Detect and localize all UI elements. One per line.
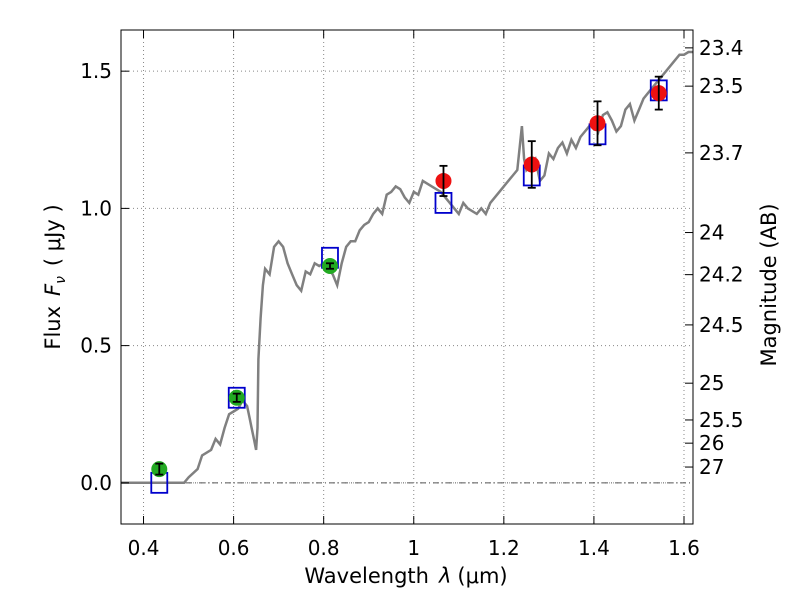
spectrum-layer (121, 50, 693, 485)
x-tick-label: 1 (407, 536, 420, 560)
x-tick-label: 0.4 (128, 536, 160, 560)
magnitude-axis-label: Magnitude (AB) (757, 203, 781, 366)
plot-frame (120, 29, 694, 525)
template-spectrum-line (121, 50, 693, 485)
x-tick-label: 1.6 (668, 536, 700, 560)
y-tick-label: 0.0 (80, 471, 112, 495)
magnitude-tick-label: 24.5 (699, 313, 744, 337)
y-axis-label-sub: ν (53, 276, 69, 284)
x-tick-label: 0.8 (308, 536, 340, 560)
x-tick-label: 0.6 (218, 536, 250, 560)
y-axis-label: Flux Fν ( μJy ) (41, 204, 69, 349)
x-axis-label: Wavelength λ (μm) (304, 564, 507, 588)
x-tick-label: 1.4 (578, 536, 610, 560)
magnitude-tick-label: 23.5 (699, 74, 744, 98)
grid-lines (121, 30, 693, 524)
magnitude-tick-label: 23.4 (699, 36, 744, 60)
magnitude-tick-label: 25 (699, 371, 724, 395)
magnitude-tick-label: 26 (699, 431, 724, 455)
x-axis-label-text: Wavelength (304, 564, 429, 588)
x-axis-label-unit: (μm) (457, 564, 507, 588)
axis-ticks: 0.4 0.6 0.8 1 1.2 1.4 1.6 0.0 0.5 1.0 1.5 23.4 23.5 2… (80, 30, 744, 560)
y-axis-label-symbol: F (41, 283, 65, 296)
magnitude-tick-label: 23.7 (699, 141, 744, 165)
magnitude-tick-label: 24.2 (699, 263, 744, 287)
magnitude-tick-label: 27 (699, 455, 724, 479)
y-tick-label: 1.0 (80, 196, 112, 220)
y-axis-label-unit: ( μJy ) (41, 204, 65, 266)
magnitude-tick-label: 25.5 (699, 408, 744, 432)
x-tick-label: 1.2 (488, 536, 520, 560)
y-tick-label: 0.5 (80, 334, 112, 358)
y-tick-label: 1.5 (80, 59, 112, 83)
x-axis-label-symbol: λ (438, 564, 451, 588)
y-axis-label-text: Flux (41, 306, 65, 350)
observed-photometry-points (151, 75, 667, 478)
magnitude-tick-label: 24 (699, 221, 724, 245)
